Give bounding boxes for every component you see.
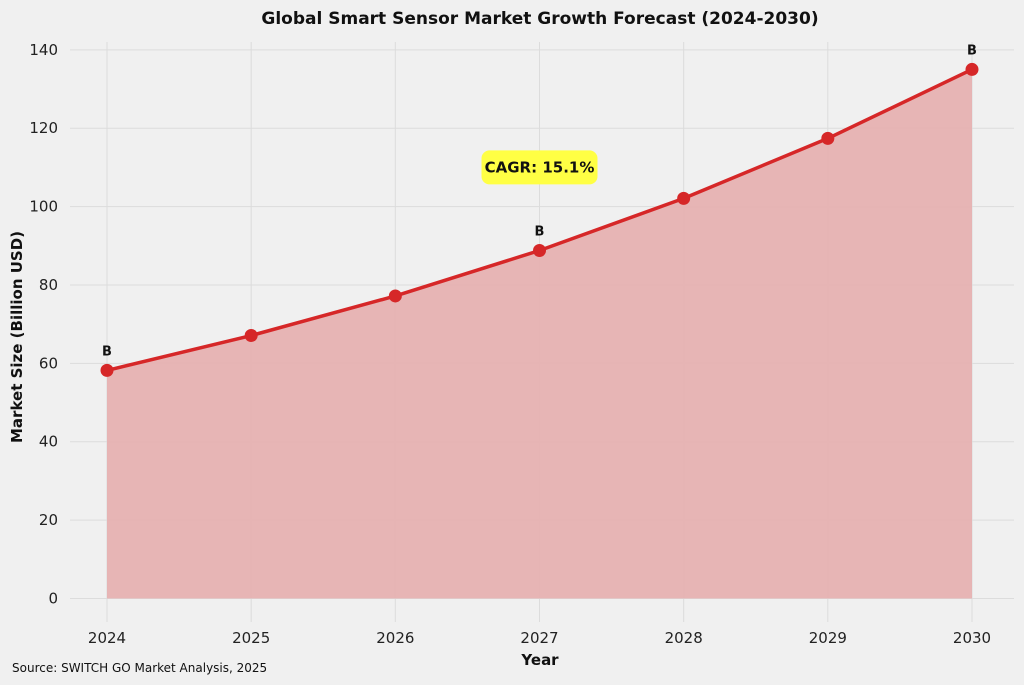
data-point [244, 329, 258, 343]
y-tick-label: 60 [39, 354, 58, 372]
x-tick-label: 2028 [665, 629, 703, 647]
y-tick-label: 20 [39, 511, 58, 529]
x-tick-label: 2027 [520, 629, 558, 647]
y-tick-label: 100 [29, 198, 58, 216]
y-tick-label: 120 [29, 119, 58, 137]
area-layer [107, 69, 972, 599]
cagr-annotation-text: CAGR: 15.1% [485, 158, 595, 176]
area-fill [107, 69, 972, 599]
x-axis-label: Year [520, 651, 559, 669]
y-tick-label: 140 [29, 41, 58, 59]
points-layer: B B B [100, 43, 979, 377]
chart-title: Global Smart Sensor Market Growth Foreca… [261, 9, 818, 29]
y-tick-label: 40 [39, 433, 58, 451]
cagr-annotation-box [481, 150, 598, 185]
x-tick-labels: 2024 2025 2026 2027 2028 2029 2030 [88, 629, 991, 647]
data-point [533, 243, 546, 257]
y-tick-label: 80 [39, 276, 58, 294]
x-tick-label: 2024 [88, 629, 126, 647]
data-point [821, 131, 835, 145]
data-point [100, 363, 114, 377]
y-tick-labels: 0 20 40 60 80 100 120 140 [29, 41, 58, 608]
x-tick-label: 2030 [953, 629, 991, 647]
x-tick-label: 2025 [232, 629, 270, 647]
x-tick-label: 2029 [809, 629, 847, 647]
data-point [965, 62, 979, 76]
data-point-label: B [967, 43, 977, 58]
data-point [388, 289, 402, 303]
cagr-annotation: CAGR: 15.1% [481, 150, 598, 185]
x-tick-label: 2026 [376, 629, 414, 647]
data-point-label: B [102, 344, 112, 359]
source-note: Source: SWITCH GO Market Analysis, 2025 [12, 661, 267, 675]
y-axis-label: Market Size (Billion USD) [8, 231, 26, 443]
y-tick-label: 0 [48, 589, 58, 607]
data-point [677, 191, 691, 205]
data-point-label: B [535, 224, 545, 239]
